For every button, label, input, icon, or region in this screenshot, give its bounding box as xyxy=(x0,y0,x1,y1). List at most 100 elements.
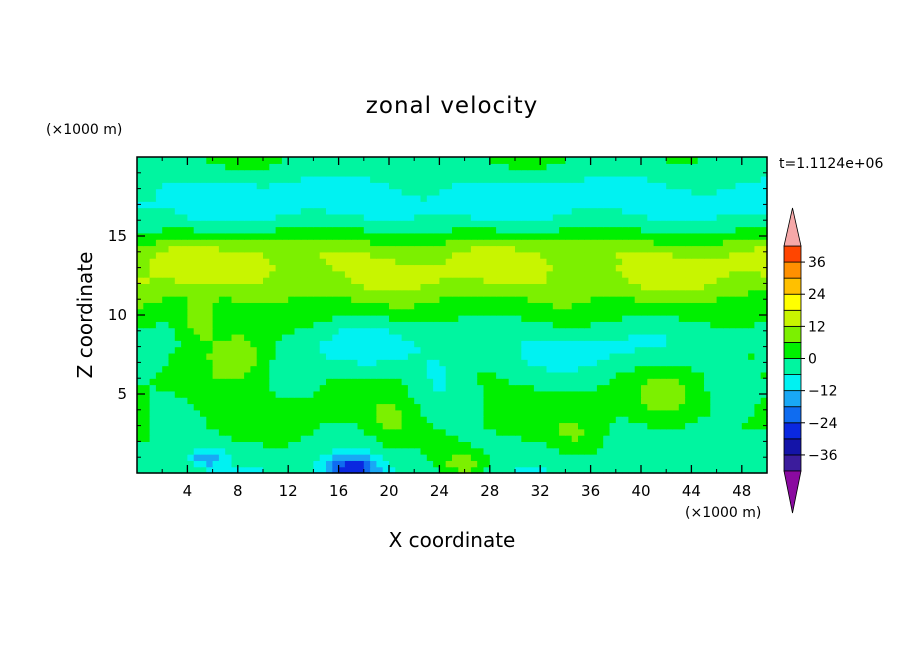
contour-cell xyxy=(401,283,409,291)
contour-cell xyxy=(414,340,422,348)
contour-cell xyxy=(244,371,251,379)
contour-cell xyxy=(181,447,188,455)
contour-cell xyxy=(244,428,251,436)
contour-cell xyxy=(338,289,346,297)
contour-cell xyxy=(332,289,340,297)
contour-cell xyxy=(685,188,692,196)
contour-cell xyxy=(193,213,201,221)
contour-cell xyxy=(477,315,485,322)
contour-cell xyxy=(174,289,182,297)
contour-cell xyxy=(647,169,655,177)
contour-cell xyxy=(748,365,755,373)
contour-cell xyxy=(212,409,220,417)
contour-cell xyxy=(697,264,705,272)
contour-cell xyxy=(464,454,472,461)
contour-cell xyxy=(256,359,264,367)
contour-cell xyxy=(445,207,453,215)
contour-cell xyxy=(281,169,289,177)
contour-cell xyxy=(647,397,655,405)
contour-cell xyxy=(691,352,699,360)
contour-cell xyxy=(489,454,497,461)
contour-cell xyxy=(300,302,308,310)
contour-cell xyxy=(452,239,459,247)
contour-cell xyxy=(389,169,396,177)
contour-cell xyxy=(571,466,579,474)
contour-cell xyxy=(263,454,270,461)
contour-cell xyxy=(401,384,409,392)
contour-cell xyxy=(319,315,327,322)
contour-cell xyxy=(433,333,440,341)
contour-cell xyxy=(470,277,478,284)
contour-cell xyxy=(609,302,617,310)
contour-cell xyxy=(521,289,529,297)
contour-cell xyxy=(225,251,233,259)
contour-cell xyxy=(225,296,233,303)
contour-cell xyxy=(275,289,283,297)
contour-cell xyxy=(187,416,195,424)
contour-cell xyxy=(596,296,604,303)
contour-cell xyxy=(489,409,497,417)
contour-cell xyxy=(754,175,762,183)
contour-cell xyxy=(269,403,277,411)
contour-cell xyxy=(338,188,346,196)
contour-cell xyxy=(395,384,403,392)
contour-cell xyxy=(722,188,730,196)
contour-cell xyxy=(137,182,144,190)
contour-cell xyxy=(685,441,692,449)
contour-cell xyxy=(540,194,548,202)
contour-cell xyxy=(433,283,440,291)
contour-cell xyxy=(710,220,718,228)
contour-cell xyxy=(578,157,585,164)
contour-cell xyxy=(137,188,144,196)
contour-cell xyxy=(351,277,359,284)
contour-cell xyxy=(143,466,151,474)
contour-cell xyxy=(559,327,566,335)
contour-cell xyxy=(231,321,239,329)
contour-cell xyxy=(540,435,548,442)
contour-cell xyxy=(407,296,415,303)
contour-cell xyxy=(244,169,251,177)
contour-cell xyxy=(193,315,201,322)
contour-cell xyxy=(414,359,422,367)
contour-cell xyxy=(716,270,724,278)
contour-cell xyxy=(527,232,535,240)
contour-cell xyxy=(376,169,384,177)
contour-cell xyxy=(666,207,674,215)
contour-cell xyxy=(370,359,377,367)
contour-cell xyxy=(571,403,579,411)
contour-cell xyxy=(508,403,516,411)
contour-cell xyxy=(218,302,226,310)
contour-cell xyxy=(174,207,182,215)
contour-cell xyxy=(382,296,390,303)
contour-cell xyxy=(363,352,371,360)
contour-cell xyxy=(168,352,176,360)
contour-cell xyxy=(250,207,258,215)
contour-cell xyxy=(237,258,245,266)
contour-cell xyxy=(666,447,674,455)
contour-cell xyxy=(143,447,151,455)
contour-cell xyxy=(464,365,472,373)
contour-cell xyxy=(212,359,220,367)
contour-cell xyxy=(659,416,667,424)
contour-cell xyxy=(206,232,214,240)
contour-cell xyxy=(540,270,548,278)
contour-cell xyxy=(477,251,485,259)
contour-cell xyxy=(615,359,623,367)
contour-cell xyxy=(634,264,642,272)
contour-cell xyxy=(477,277,485,284)
contour-cell xyxy=(590,428,598,436)
contour-cell xyxy=(363,251,371,259)
contour-cell xyxy=(407,346,415,354)
contour-cell xyxy=(678,194,686,202)
contour-cell xyxy=(489,346,497,354)
contour-cell xyxy=(351,397,359,405)
contour-cell xyxy=(691,239,699,247)
contour-cell xyxy=(344,213,352,221)
contour-cell xyxy=(754,315,762,322)
contour-cell xyxy=(263,289,270,297)
contour-cell xyxy=(609,270,617,278)
contour-cell xyxy=(237,403,245,411)
contour-cell xyxy=(439,359,447,367)
contour-cell xyxy=(439,454,447,461)
contour-cell xyxy=(748,409,755,417)
